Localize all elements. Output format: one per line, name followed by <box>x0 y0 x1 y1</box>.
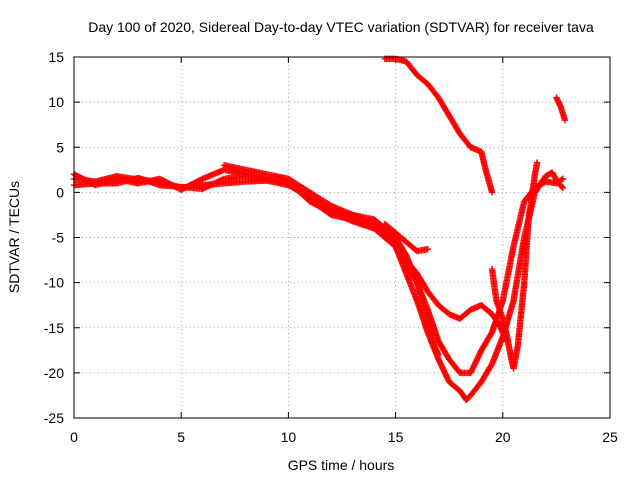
series-track-1 <box>70 172 442 359</box>
y-tick-label: -5 <box>52 230 65 246</box>
y-tick-label: -20 <box>44 365 64 381</box>
y-tick-label: -15 <box>44 320 64 336</box>
y-tick-label: 10 <box>48 94 64 110</box>
chart-title: Day 100 of 2020, Sidereal Day-to-day VTE… <box>88 19 594 35</box>
y-tick-label: 5 <box>56 139 64 155</box>
y-tick-label: 15 <box>48 49 64 65</box>
data-marks <box>70 55 569 404</box>
x-tick-label: 10 <box>281 429 297 445</box>
x-tick-label: 5 <box>177 429 185 445</box>
x-axis-label: GPS time / hours <box>288 457 395 473</box>
data-point <box>424 246 431 253</box>
x-tick-label: 25 <box>602 429 618 445</box>
series-track-8 <box>553 94 569 124</box>
data-point <box>558 183 565 190</box>
data-point <box>561 116 569 124</box>
data-point <box>558 176 565 183</box>
x-tick-label: 20 <box>495 429 511 445</box>
series-track-6 <box>488 159 541 372</box>
y-tick-label: 0 <box>56 184 64 200</box>
data-point <box>488 189 496 196</box>
series-track-5 <box>381 220 431 255</box>
y-axis-label: SDTVAR / TECUs <box>6 181 22 293</box>
series-track-7 <box>381 55 496 196</box>
ticks: 0 5 10 15 20 25 -25 -20 -15 -10 -5 0 5 10 15 <box>44 49 618 445</box>
data-point <box>559 184 567 192</box>
data-point <box>533 159 541 166</box>
y-tick-label: -10 <box>44 275 64 291</box>
data-point <box>559 175 567 183</box>
y-tick-label: -25 <box>44 410 64 426</box>
series-track-4 <box>220 162 511 345</box>
x-tick-label: 0 <box>70 429 78 445</box>
x-tick-label: 15 <box>388 429 404 445</box>
grid <box>74 57 610 418</box>
